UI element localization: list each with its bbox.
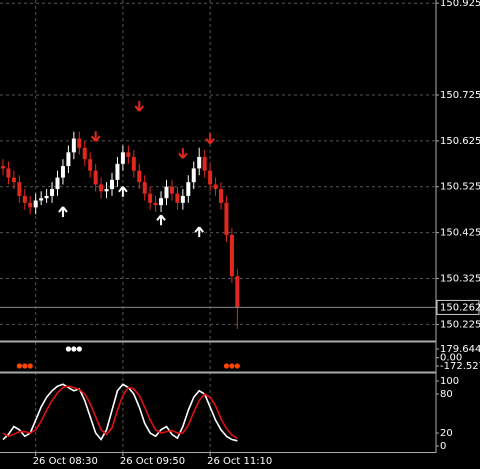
candle-body — [50, 189, 55, 196]
y-tick-label: 150.925 — [440, 0, 480, 9]
candle-body — [235, 276, 240, 308]
x-tick-label: 26 Oct 11:10 — [207, 456, 272, 467]
candle-body — [115, 163, 120, 180]
candle-body — [6, 168, 11, 178]
candle-body — [99, 184, 104, 192]
candle-body — [93, 170, 98, 185]
candle-body — [148, 193, 153, 203]
candle-body — [208, 170, 213, 185]
y-tick-label: 150.725 — [440, 90, 480, 101]
candle-body — [11, 177, 16, 183]
up-arrow — [118, 186, 128, 197]
down-arrow — [134, 100, 145, 112]
x-tick-label: 26 Oct 09:50 — [120, 456, 185, 467]
candle-body — [202, 156, 207, 171]
candle-body — [213, 184, 218, 190]
candle-body — [110, 179, 114, 190]
candle-body — [88, 159, 93, 171]
down-arrow — [178, 148, 188, 159]
down-arrow — [205, 133, 215, 145]
y-tick-label: 150.525 — [440, 182, 480, 193]
candle-body — [66, 152, 71, 167]
y-tick-label: 0 — [440, 441, 446, 452]
line-series — [2, 385, 238, 439]
candle-body — [159, 198, 164, 206]
down-arrow — [90, 131, 101, 142]
candle-body — [126, 152, 131, 157]
y-tick-label: -172.5277 — [440, 361, 480, 372]
last-price-label: 150.262 — [440, 302, 480, 313]
dot — [223, 363, 230, 369]
y-tick-label: 179.6444 — [440, 344, 480, 355]
candle-body — [39, 198, 44, 201]
candle-body — [77, 138, 82, 148]
dot — [76, 346, 82, 352]
candle-body — [131, 156, 136, 171]
y-tick-label: 80 — [440, 389, 453, 400]
candle-body — [175, 193, 180, 203]
dot — [229, 363, 235, 369]
candle-body — [55, 177, 60, 190]
y-tick-label: 100 — [440, 376, 459, 387]
candle-body — [169, 186, 174, 194]
y-tick-label: 150.625 — [440, 136, 480, 147]
up-arrow — [194, 226, 204, 238]
up-arrow — [58, 206, 68, 217]
y-tick-label: 20 — [440, 428, 453, 439]
candle-body — [22, 195, 27, 203]
dot — [234, 363, 240, 369]
y-tick-label: 0.00 — [440, 353, 462, 364]
candle-body — [186, 182, 191, 196]
candle-body — [153, 202, 158, 206]
candle-body — [60, 166, 65, 178]
candle-body — [44, 195, 49, 199]
candle-body — [224, 202, 229, 235]
candle-body — [17, 182, 22, 196]
line-series — [2, 383, 238, 442]
candle-body — [164, 186, 169, 199]
dot — [22, 363, 28, 369]
candle-body — [180, 195, 185, 203]
candle-body — [120, 152, 125, 164]
up-arrow — [156, 214, 166, 226]
candle-body — [104, 189, 109, 192]
candle-body — [28, 202, 33, 208]
dot — [16, 363, 22, 369]
candle-body — [137, 170, 142, 183]
candle-body — [191, 168, 196, 183]
candle-body — [229, 234, 234, 277]
candle-body — [33, 200, 38, 208]
x-tick-label: 26 Oct 08:30 — [33, 456, 98, 467]
candle-body — [71, 138, 76, 153]
last-price-box — [436, 299, 480, 315]
dot — [71, 346, 77, 352]
dot — [27, 363, 33, 369]
y-tick-label: 150.425 — [440, 228, 480, 239]
y-tick-label: 150.225 — [440, 319, 480, 330]
candle-body — [219, 189, 223, 203]
candle-body — [82, 147, 87, 160]
candle-body — [142, 182, 147, 194]
candle-body — [197, 156, 202, 169]
y-tick-label: 150.325 — [440, 274, 480, 285]
dot — [65, 346, 71, 352]
candle-body — [1, 166, 5, 169]
